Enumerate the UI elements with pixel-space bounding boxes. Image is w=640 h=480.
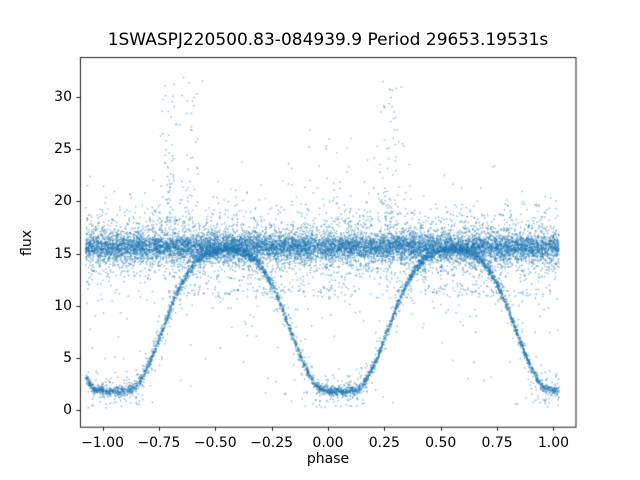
x-tick-label: 0.50 — [425, 435, 457, 451]
y-tick-label: 10 — [54, 297, 72, 314]
y-tick-label: 30 — [54, 89, 72, 106]
x-tick-label: −1.00 — [81, 435, 124, 451]
chart-title: 1SWASPJ220500.83-084939.9 Period 29653.1… — [107, 30, 549, 50]
y-tick-label: 5 — [63, 349, 72, 366]
x-tick-label: −0.75 — [137, 435, 181, 451]
x-tick-label: −0.50 — [193, 435, 237, 451]
y-tick-label: 15 — [54, 245, 72, 262]
y-tick-label: 25 — [54, 141, 72, 158]
x-tick-label: 0.25 — [368, 435, 400, 451]
x-tick-label: 0.00 — [312, 435, 344, 451]
x-tick-label: −0.25 — [250, 435, 294, 451]
y-tick-label: 20 — [54, 193, 72, 210]
y-axis-label: flux — [19, 230, 35, 256]
x-tick-label: 0.75 — [481, 435, 513, 451]
x-axis-label: phase — [306, 451, 350, 467]
y-tick-label: 0 — [63, 401, 72, 418]
x-tick-label: 1.00 — [537, 435, 570, 451]
